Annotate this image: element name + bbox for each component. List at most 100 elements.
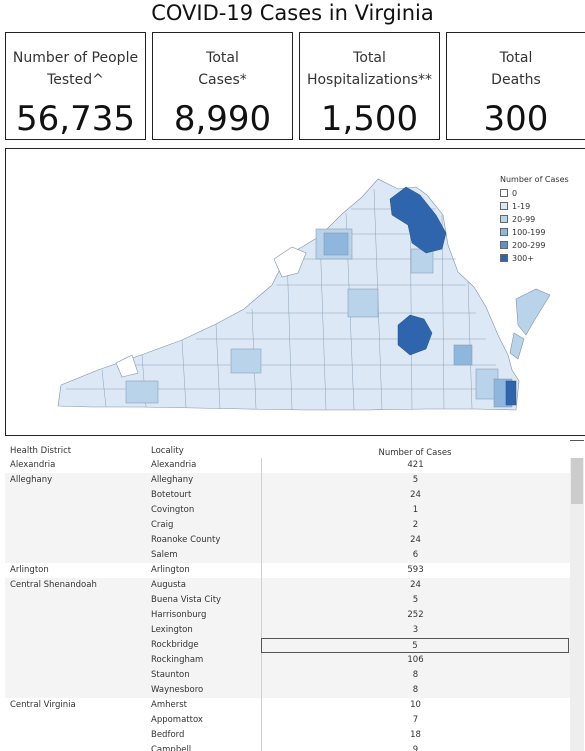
legend-item-4[interactable]: 200-299 <box>500 239 569 251</box>
cell-locality: Buena Vista City <box>151 595 222 605</box>
table-row[interactable]: Botetourt 24 <box>5 488 570 503</box>
legend-label: 1-19 <box>512 201 531 211</box>
legend-item-0[interactable]: 0 <box>500 187 569 199</box>
kpi-deaths-label: Total Deaths <box>491 50 541 88</box>
map-legend: Number of Cases 0 1-19 20-99 100-199 200… <box>500 175 569 265</box>
legend-label: 20-99 <box>512 214 536 224</box>
cell-locality: Craig <box>151 520 174 530</box>
legend-title: Number of Cases <box>500 175 569 184</box>
table-row[interactable]: Craig 2 <box>5 518 570 533</box>
cell-district: Alleghany <box>10 475 53 485</box>
legend-item-3[interactable]: 100-199 <box>500 226 569 238</box>
cell-locality: Lexington <box>151 625 193 635</box>
cell-cases: 3 <box>261 623 569 638</box>
table-row[interactable]: Staunton 8 <box>5 668 570 683</box>
cell-locality: Botetourt <box>151 490 192 500</box>
scrollbar-thumb[interactable] <box>571 458 583 504</box>
kpi-cases-value: 8,990 <box>173 99 272 139</box>
cell-cases: 5 <box>261 638 569 653</box>
legend-item-5[interactable]: 300+ <box>500 252 569 264</box>
legend-swatch <box>500 189 508 197</box>
table-row[interactable]: Appomattox 7 <box>5 713 570 728</box>
cell-locality: Rockbridge <box>151 640 199 650</box>
table-divider <box>570 440 584 441</box>
table-row[interactable]: Rockingham 106 <box>5 653 570 668</box>
cell-cases: 24 <box>261 578 569 593</box>
kpi-deaths: Total Deaths 300 <box>446 32 585 140</box>
legend-label: 0 <box>512 188 518 198</box>
kpi-hospitalizations: Total Hospitalizations** 1,500 <box>299 32 440 140</box>
table-row[interactable]: Central Shenandoah Augusta 24 <box>5 578 570 593</box>
cell-cases: 5 <box>261 473 569 488</box>
legend-label: 100-199 <box>512 227 546 237</box>
header-cases[interactable]: Number of Cases <box>378 448 452 458</box>
cell-cases: 8 <box>261 683 569 698</box>
legend-swatch <box>500 241 508 249</box>
table-row-selected[interactable]: Rockbridge 5 <box>5 638 570 653</box>
cell-locality: Waynesboro <box>151 685 204 695</box>
kpi-hospitalizations-value: 1,500 <box>320 99 419 139</box>
table-row[interactable]: Campbell 9 <box>5 743 570 751</box>
table-row[interactable]: Alleghany Alleghany 5 <box>5 473 570 488</box>
kpi-cases: Total Cases* 8,990 <box>152 32 293 140</box>
cell-locality: Alleghany <box>151 475 194 485</box>
kpi-cases-label: Total Cases* <box>198 50 247 88</box>
header-locality[interactable]: Locality <box>151 446 184 456</box>
cell-locality: Roanoke County <box>151 535 221 545</box>
kpi-deaths-value: 300 <box>483 99 549 139</box>
cell-locality: Campbell <box>151 745 192 751</box>
virginia-map[interactable] <box>6 149 584 435</box>
legend-swatch <box>500 215 508 223</box>
table-body: Alexandria Alexandria 421 Alleghany Allegha… <box>5 458 570 751</box>
cell-locality: Covington <box>151 505 195 515</box>
table-row[interactable]: Harrisonburg 252 <box>5 608 570 623</box>
cell-district: Arlington <box>10 565 49 575</box>
table-row[interactable]: Bedford 18 <box>5 728 570 743</box>
legend-item-1[interactable]: 1-19 <box>500 200 569 212</box>
kpi-tested-label: Number of People Tested^ <box>12 50 139 88</box>
table-row[interactable]: Central Virginia Amherst 10 <box>5 698 570 713</box>
cell-cases: 252 <box>261 608 569 623</box>
map-panel: Number of Cases 0 1-19 20-99 100-199 200… <box>5 148 585 436</box>
table-row[interactable]: Waynesboro 8 <box>5 683 570 698</box>
legend-item-2[interactable]: 20-99 <box>500 213 569 225</box>
table-row[interactable]: Roanoke County 24 <box>5 533 570 548</box>
table-scrollbar[interactable] <box>570 458 584 751</box>
cell-cases: 6 <box>261 548 569 563</box>
table-row[interactable]: Buena Vista City 5 <box>5 593 570 608</box>
cell-locality: Augusta <box>151 580 186 590</box>
table-row[interactable]: Arlington Arlington 593 <box>5 563 570 578</box>
cell-cases: 9 <box>261 743 569 751</box>
page-title: COVID-19 Cases in Virginia <box>151 1 434 25</box>
cell-cases: 24 <box>261 488 569 503</box>
header-district[interactable]: Health District <box>10 446 72 456</box>
table-row[interactable]: Alexandria Alexandria 421 <box>5 458 570 473</box>
cell-cases: 10 <box>261 698 569 713</box>
cell-cases: 5 <box>261 593 569 608</box>
cell-cases: 593 <box>261 563 569 578</box>
kpi-hospitalizations-label: Total Hospitalizations** <box>306 50 433 88</box>
table-row[interactable]: Covington 1 <box>5 503 570 518</box>
cell-cases: 421 <box>261 458 569 473</box>
cell-cases: 1 <box>261 503 569 518</box>
cases-table: Health District Locality Number of Cases… <box>5 440 585 751</box>
table-row[interactable]: Salem 6 <box>5 548 570 563</box>
cell-locality: Amherst <box>151 700 187 710</box>
cell-locality: Salem <box>151 550 178 560</box>
cell-cases: 18 <box>261 728 569 743</box>
cell-locality: Bedford <box>151 730 185 740</box>
cell-cases: 2 <box>261 518 569 533</box>
cell-locality: Staunton <box>151 670 190 680</box>
legend-label: 300+ <box>512 253 534 263</box>
cell-locality: Arlington <box>151 565 190 575</box>
table-header: Health District Locality Number of Cases <box>5 446 585 460</box>
kpi-tested-value: 56,735 <box>16 99 135 139</box>
cell-district: Central Shenandoah <box>10 580 97 590</box>
cell-locality: Rockingham <box>151 655 204 665</box>
cell-locality: Appomattox <box>151 715 203 725</box>
cell-district: Alexandria <box>10 460 56 470</box>
legend-swatch <box>500 254 508 262</box>
legend-swatch <box>500 202 508 210</box>
table-row[interactable]: Lexington 3 <box>5 623 570 638</box>
cell-district: Central Virginia <box>10 700 76 710</box>
